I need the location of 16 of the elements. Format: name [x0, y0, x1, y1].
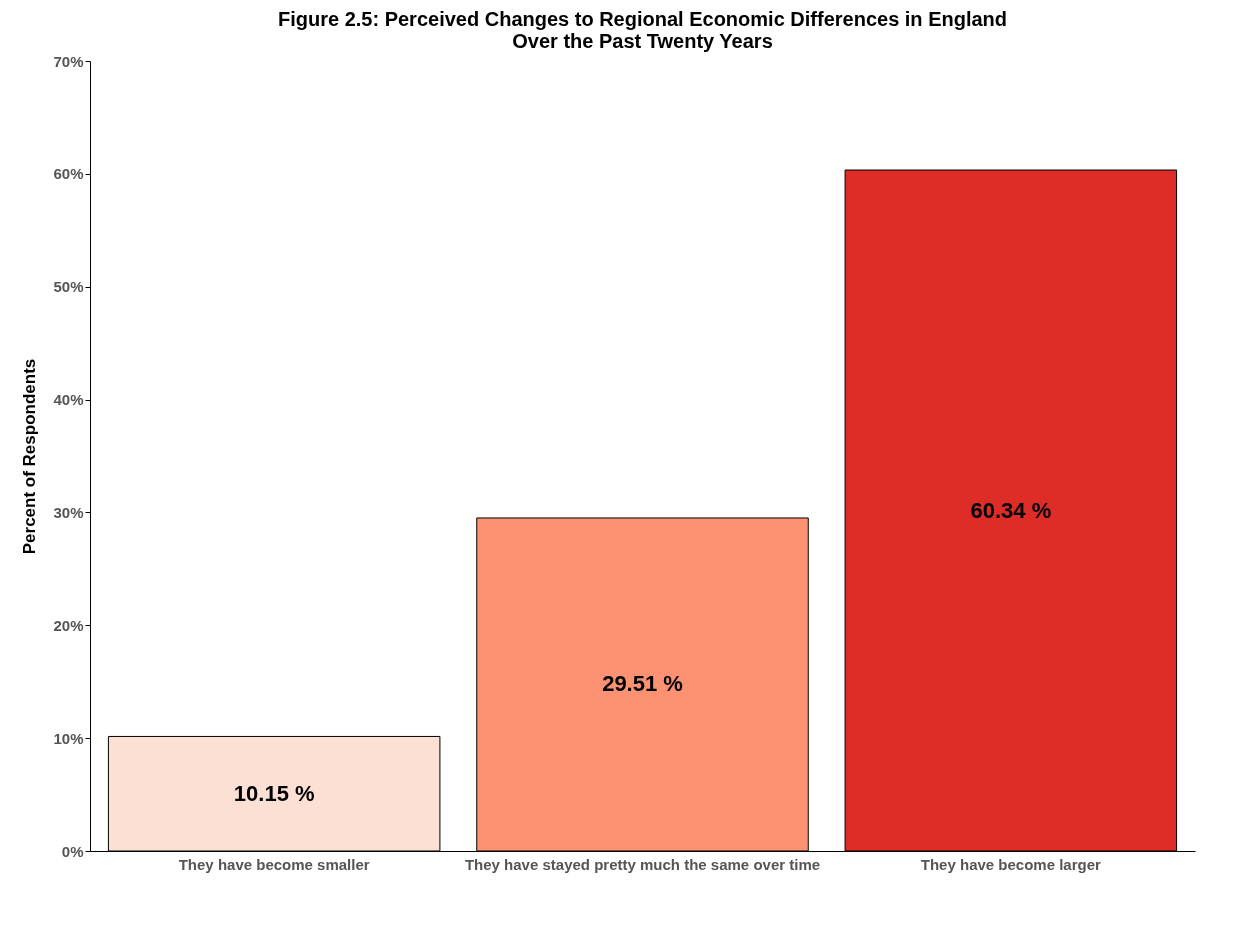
y-tick-label: 70%	[53, 52, 84, 70]
y-tick-label: 0%	[61, 842, 84, 860]
y-tick-label: 60%	[53, 165, 84, 183]
y-axis-title: Percent of Respondents	[20, 358, 40, 555]
x-tick-label: They have become larger	[920, 855, 1102, 873]
y-tick-label: 20%	[53, 616, 84, 634]
y-tick-label: 40%	[53, 391, 84, 409]
chart-title: Figure 2.5: Perceived Changes to Regional Economic Differences in England Over the Past Twenty Years	[277, 8, 1008, 52]
y-tick-label: 30%	[53, 503, 84, 521]
data-label: 10.15 %	[233, 780, 315, 806]
y-tick-label: 10%	[53, 729, 84, 747]
x-tick-label: They have become smaller	[178, 855, 370, 873]
data-label: 29.51 %	[602, 671, 683, 697]
x-tick-label: They have stayed pretty much the same over time	[464, 855, 821, 873]
data-label: 60.34 %	[970, 497, 1052, 523]
y-tick-label: 50%	[53, 278, 84, 296]
